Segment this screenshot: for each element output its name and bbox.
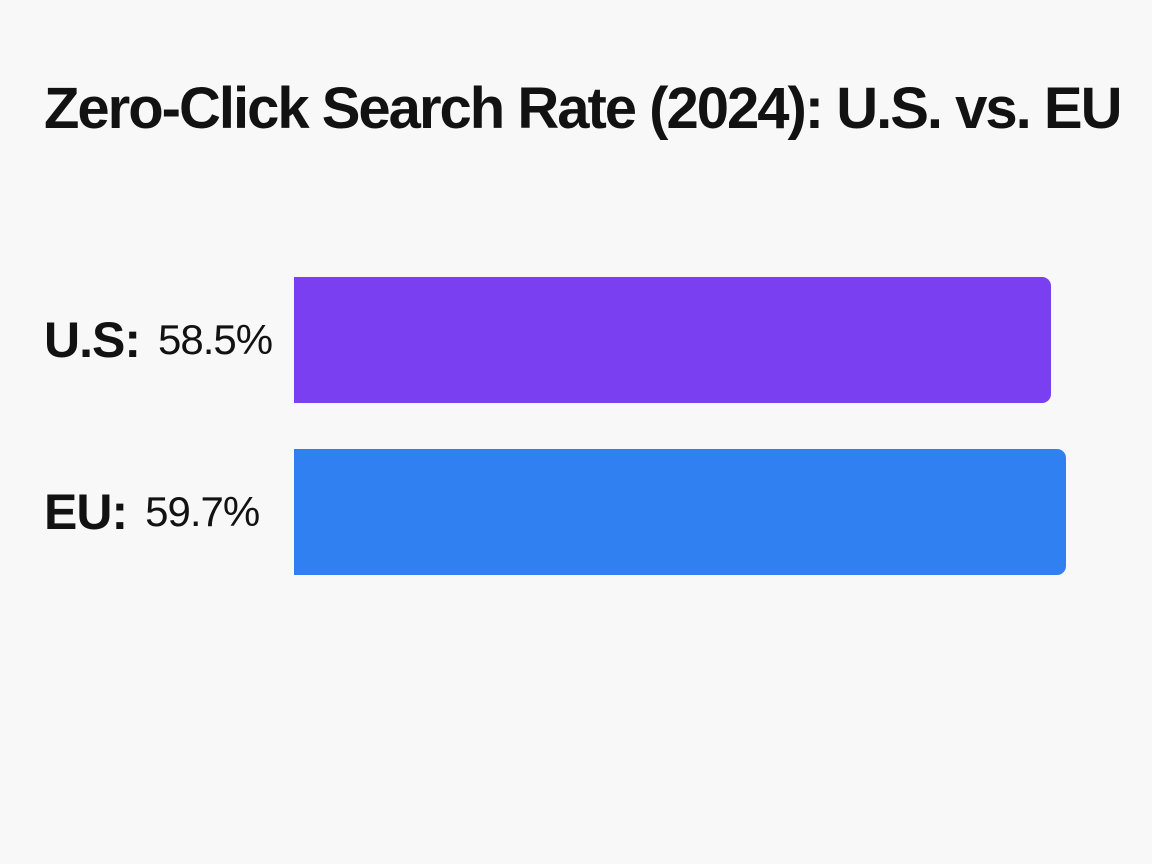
value-label: 58.5%	[158, 316, 273, 363]
bar-label: EU: 59.7%	[44, 449, 260, 575]
category-label: U.S:	[44, 312, 141, 368]
bar	[294, 449, 1066, 575]
bar	[294, 277, 1051, 403]
chart-title: Zero-Click Search Rate (2024): U.S. vs. …	[44, 76, 1122, 141]
bar-label: U.S: 58.5%	[44, 277, 273, 403]
category-label: EU:	[44, 484, 128, 540]
value-label: 59.7%	[145, 488, 260, 535]
